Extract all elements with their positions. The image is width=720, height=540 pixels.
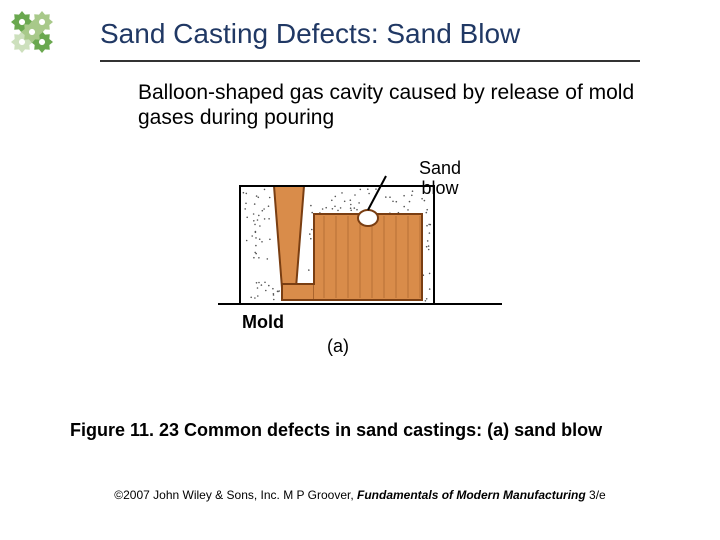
svg-text:Mold: Mold [242, 312, 284, 332]
slide-bullet-icon [8, 8, 68, 68]
svg-text:blow: blow [421, 178, 459, 198]
svg-text:(a): (a) [327, 336, 349, 356]
footer-copyright: ©2007 John Wiley & Sons, Inc. M P Groove… [114, 488, 357, 502]
svg-text:Sand: Sand [419, 158, 461, 178]
figure: Mold (a) Sandblow [218, 156, 502, 376]
footer-book-title: Fundamentals of Modern Manufacturing [357, 488, 589, 502]
body-text: Balloon‑shaped gas cavity caused by rele… [138, 80, 658, 130]
title-block: Sand Casting Defects: Sand Blow [100, 18, 660, 50]
footer-edition: 3/e [589, 488, 606, 502]
title-underline [100, 60, 640, 62]
figure-caption: Figure 11. 23 Common defects in sand cas… [70, 420, 670, 441]
slide: { "title": "Sand Casting Defects: Sand B… [0, 0, 720, 540]
body-block: Balloon‑shaped gas cavity caused by rele… [138, 80, 658, 130]
slide-title: Sand Casting Defects: Sand Blow [100, 18, 660, 50]
footer: ©2007 John Wiley & Sons, Inc. M P Groove… [0, 488, 720, 502]
figure-svg: Mold (a) Sandblow [218, 156, 502, 376]
